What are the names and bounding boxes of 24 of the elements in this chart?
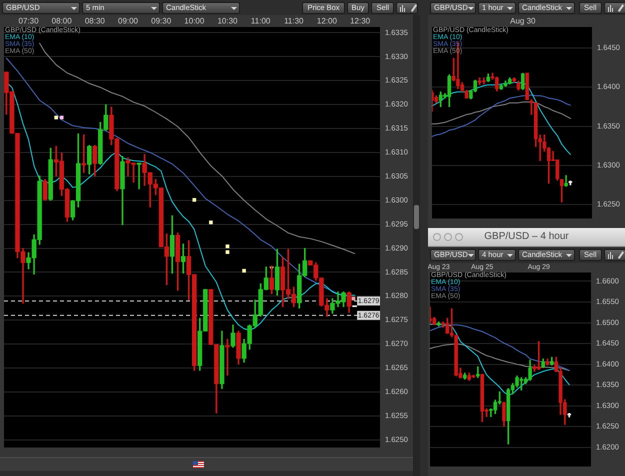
candlestick [136,162,142,190]
x-tick-label: 07:30 [18,16,40,26]
x-tick-label: 12:00 [316,16,338,26]
x-tick-label: 09:30 [151,16,172,26]
point [54,116,58,120]
point [352,296,356,300]
x-tick-label: 10:00 [184,16,205,26]
x-tick-label: 11:00 [250,16,271,26]
point [60,116,64,120]
x-tick-label: 09:00 [118,16,139,26]
candlestick [225,338,230,376]
x-tick-label: 11:30 [284,16,304,26]
chart-title: GBP/USD – 4 hour [484,231,569,243]
point [226,250,230,254]
x-tick-label: Aug 30 [510,16,536,26]
point [242,268,246,273]
point [226,244,230,248]
point [209,220,213,224]
x-tick-label: 10:30 [217,16,238,26]
x-tick-label: 08:30 [84,16,106,26]
point [192,198,196,202]
candlestick [564,175,568,187]
x-tick-label: 08:00 [52,16,72,26]
x-tick-label: 12:30 [350,16,371,26]
